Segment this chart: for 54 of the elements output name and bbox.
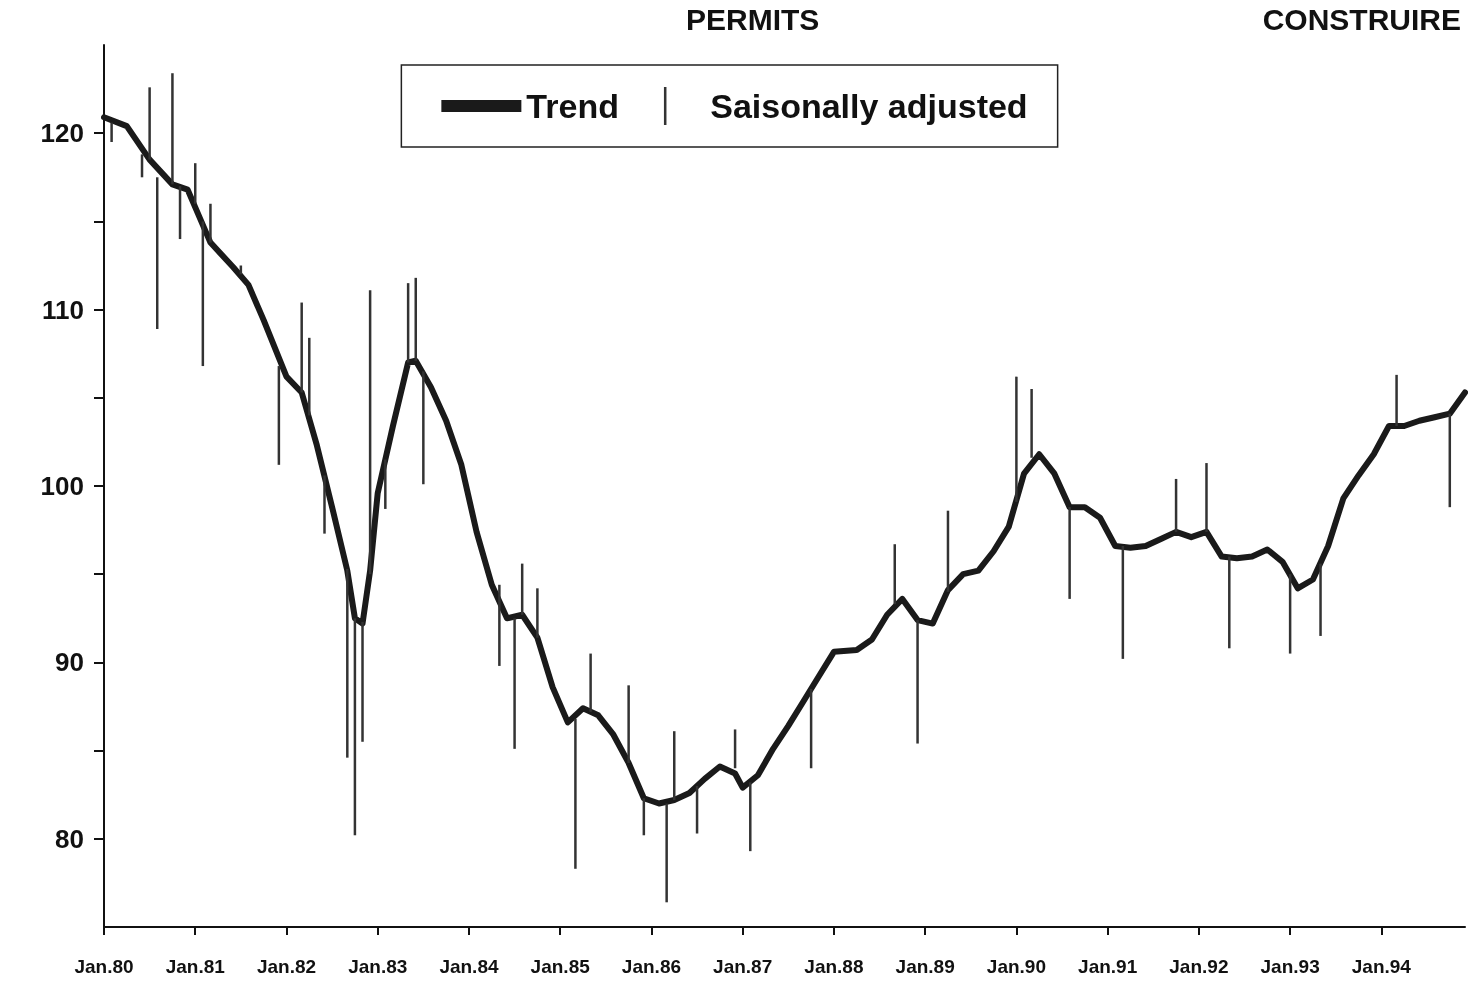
bar (673, 731, 676, 800)
bar (1068, 507, 1071, 599)
legend-label: Saisonally adjusted (710, 87, 1028, 125)
x-tick-label: Jan.85 (530, 956, 591, 977)
y-tick-label: 100 (40, 471, 84, 501)
bar (422, 371, 425, 485)
bar (346, 568, 349, 758)
x-tick-label: Jan.83 (348, 956, 408, 977)
x-tick-label: Jan.90 (986, 956, 1046, 977)
bar (414, 277, 417, 361)
x-tick-label: Jan.92 (1169, 956, 1229, 977)
bar (1205, 463, 1208, 532)
x-tick-label: Jan.94 (1351, 956, 1412, 977)
x-tick-label: Jan.88 (804, 956, 864, 977)
bar (893, 544, 896, 605)
x-tick-label: Jan.93 (1260, 956, 1320, 977)
y-tick-label: 120 (40, 118, 84, 149)
bar (384, 459, 387, 509)
y-tick-label: 80 (55, 823, 84, 854)
bar (589, 653, 592, 712)
legend-label: Trend (526, 87, 619, 125)
bar (323, 475, 326, 534)
text: PERMITS (686, 2, 820, 36)
bar (171, 73, 174, 185)
bar (574, 718, 577, 869)
text: CONSTRUIRE (1262, 2, 1461, 36)
x-tick-label: Jan.89 (895, 956, 955, 977)
bar (1015, 376, 1018, 502)
bar (536, 588, 539, 638)
bar (627, 685, 630, 763)
bar (308, 337, 311, 416)
bar (1319, 563, 1322, 636)
y-tick-label: 110 (42, 294, 84, 325)
x-tick-label: Jan.84 (439, 956, 499, 977)
bar (300, 302, 303, 393)
x-tick-label: Jan.82 (256, 956, 317, 977)
bar (1030, 388, 1033, 458)
bar (361, 621, 364, 742)
bar (1395, 374, 1398, 427)
x-tick-label: Jan.81 (165, 956, 226, 977)
bar (513, 618, 516, 749)
x-tick-label: Jan.87 (713, 956, 773, 977)
x-tick-label: Jan.86 (621, 956, 682, 977)
bar (110, 122, 113, 143)
bar (148, 87, 151, 160)
bar (209, 203, 212, 243)
x-tick-label: Jan.80 (74, 956, 134, 977)
bar (1228, 556, 1231, 649)
bar (749, 782, 752, 852)
bar (916, 620, 919, 744)
x-tick-label: Jan.91 (1078, 956, 1138, 977)
y-tick-label: 90 (55, 647, 84, 678)
bar (665, 803, 668, 903)
bar (498, 584, 501, 666)
